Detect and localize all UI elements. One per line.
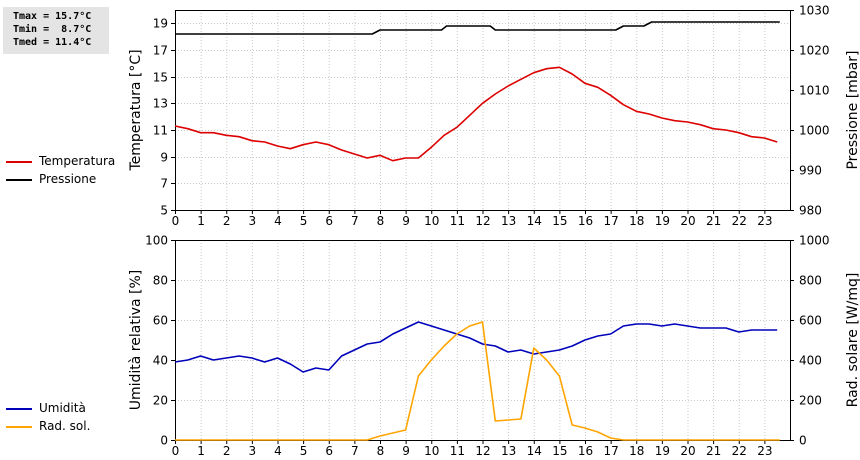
y-left-tick-label-0-1: 7 bbox=[160, 177, 168, 191]
series-line-pressione bbox=[175, 21, 780, 35]
y-left-tick-label-1-1: 20 bbox=[153, 394, 168, 408]
y-right-tick-label-1-5: 1000 bbox=[799, 234, 830, 248]
x-tick-label-1-17: 17 bbox=[603, 444, 618, 458]
y-right-tick-label-0-2: 1000 bbox=[799, 124, 830, 138]
x-tick-label-0-16: 16 bbox=[578, 214, 593, 228]
x-tick-label-1-16: 16 bbox=[578, 444, 593, 458]
x-tick-label-1-20: 20 bbox=[680, 444, 695, 458]
x-tick-label-0-20: 20 bbox=[680, 214, 695, 228]
legend-label-pressione: Pressione bbox=[39, 172, 97, 186]
stats-box: Tmax = 15.7°C Tmin = 8.7°C Tmed = 11.4°C bbox=[3, 7, 109, 54]
y-left-tick-label-0-4: 13 bbox=[153, 97, 168, 111]
y-left-tick-label-0-0: 5 bbox=[160, 204, 168, 218]
x-tick-label-1-14: 14 bbox=[527, 444, 542, 458]
y-right-tick-label-1-4: 800 bbox=[799, 274, 822, 288]
stat-tmed: Tmed = 11.4°C bbox=[13, 37, 92, 48]
x-tick-label-0-0: 0 bbox=[172, 214, 180, 228]
legend-swatch-umidita bbox=[6, 408, 32, 410]
y-left-tick-label-0-5: 15 bbox=[153, 71, 168, 85]
x-tick-label-0-5: 5 bbox=[300, 214, 308, 228]
x-tick-label-0-6: 6 bbox=[325, 214, 333, 228]
x-tick-label-1-12: 12 bbox=[475, 444, 490, 458]
y-left-axis-label-0: Temperatura [°C] bbox=[128, 49, 144, 171]
y-right-tick-label-1-1: 200 bbox=[799, 394, 822, 408]
x-tick-label-1-1: 1 bbox=[197, 444, 205, 458]
y-right-tick-label-0-4: 1020 bbox=[799, 44, 830, 58]
x-tick-label-0-14: 14 bbox=[527, 214, 542, 228]
x-tick-label-1-21: 21 bbox=[706, 444, 721, 458]
legend-swatch-radsol bbox=[6, 426, 32, 428]
y-left-tick-label-1-5: 100 bbox=[145, 234, 168, 248]
y-left-tick-label-1-3: 60 bbox=[153, 314, 168, 328]
y-right-tick-label-0-3: 1010 bbox=[799, 84, 830, 98]
stat-tmin: Tmin = 8.7°C bbox=[13, 24, 92, 35]
y-right-tick-label-1-3: 600 bbox=[799, 314, 822, 328]
legend-swatch-pressione bbox=[6, 179, 32, 181]
y-left-tick-label-1-2: 40 bbox=[153, 354, 168, 368]
y-left-tick-label-0-3: 11 bbox=[153, 124, 168, 138]
x-tick-label-1-6: 6 bbox=[325, 444, 333, 458]
legend-label-temperatura: Temperatura bbox=[39, 154, 116, 168]
x-tick-label-0-2: 2 bbox=[223, 214, 231, 228]
x-tick-label-0-19: 19 bbox=[655, 214, 670, 228]
x-tick-label-1-3: 3 bbox=[249, 444, 257, 458]
x-tick-label-0-13: 13 bbox=[501, 214, 516, 228]
legend-label-umidita: Umidità bbox=[39, 401, 86, 415]
y-right-axis-label-1: Rad. solare [W/mq] bbox=[845, 273, 860, 408]
x-tick-label-1-2: 2 bbox=[223, 444, 231, 458]
x-tick-label-0-15: 15 bbox=[552, 214, 567, 228]
x-tick-label-1-8: 8 bbox=[377, 444, 385, 458]
legend-label-radsol: Rad. sol. bbox=[39, 419, 91, 433]
y-left-tick-label-0-2: 9 bbox=[160, 151, 168, 165]
x-tick-label-0-3: 3 bbox=[249, 214, 257, 228]
y-left-tick-label-1-0: 0 bbox=[160, 434, 168, 448]
series-line-umidit bbox=[174, 321, 778, 373]
y-right-tick-label-1-0: 0 bbox=[799, 434, 807, 448]
x-tick-label-0-8: 8 bbox=[377, 214, 385, 228]
x-tick-label-0-12: 12 bbox=[475, 214, 490, 228]
x-tick-label-0-9: 9 bbox=[402, 214, 410, 228]
y-right-tick-label-0-1: 990 bbox=[799, 164, 822, 178]
x-tick-label-1-7: 7 bbox=[351, 444, 359, 458]
x-tick-label-0-1: 1 bbox=[197, 214, 205, 228]
y-left-tick-label-0-6: 17 bbox=[153, 44, 168, 58]
stat-tmax: Tmax = 15.7°C bbox=[13, 11, 92, 22]
x-tick-label-1-10: 10 bbox=[424, 444, 439, 458]
x-tick-label-0-18: 18 bbox=[629, 214, 644, 228]
x-tick-label-0-4: 4 bbox=[274, 214, 282, 228]
legend-swatch-temperatura bbox=[6, 161, 32, 163]
x-tick-label-1-5: 5 bbox=[300, 444, 308, 458]
x-tick-label-1-19: 19 bbox=[655, 444, 670, 458]
x-tick-label-0-17: 17 bbox=[603, 214, 618, 228]
x-tick-label-1-9: 9 bbox=[402, 444, 410, 458]
x-tick-label-1-15: 15 bbox=[552, 444, 567, 458]
x-tick-label-0-7: 7 bbox=[351, 214, 359, 228]
y-right-tick-label-1-2: 400 bbox=[799, 354, 822, 368]
y-right-axis-label-0: Pressione [mbar] bbox=[845, 50, 860, 169]
x-tick-label-1-4: 4 bbox=[274, 444, 282, 458]
x-tick-label-0-11: 11 bbox=[450, 214, 465, 228]
x-tick-label-0-21: 21 bbox=[706, 214, 721, 228]
x-tick-label-1-11: 11 bbox=[450, 444, 465, 458]
y-left-tick-label-0-7: 19 bbox=[153, 17, 168, 31]
x-tick-label-1-18: 18 bbox=[629, 444, 644, 458]
x-tick-label-0-22: 22 bbox=[732, 214, 747, 228]
y-left-axis-label-1: Umidità relativa [%] bbox=[128, 270, 144, 411]
y-right-tick-label-0-0: 980 bbox=[799, 204, 822, 218]
x-tick-label-1-0: 0 bbox=[172, 444, 180, 458]
x-tick-label-1-13: 13 bbox=[501, 444, 516, 458]
series-line-rad-sol bbox=[175, 321, 780, 441]
x-tick-label-1-23: 23 bbox=[757, 444, 772, 458]
y-left-tick-label-1-4: 80 bbox=[153, 274, 168, 288]
x-tick-label-1-22: 22 bbox=[732, 444, 747, 458]
x-tick-label-0-10: 10 bbox=[424, 214, 439, 228]
series-line-temperatura bbox=[174, 66, 778, 162]
x-tick-label-0-23: 23 bbox=[757, 214, 772, 228]
y-right-tick-label-0-5: 1030 bbox=[799, 4, 830, 18]
